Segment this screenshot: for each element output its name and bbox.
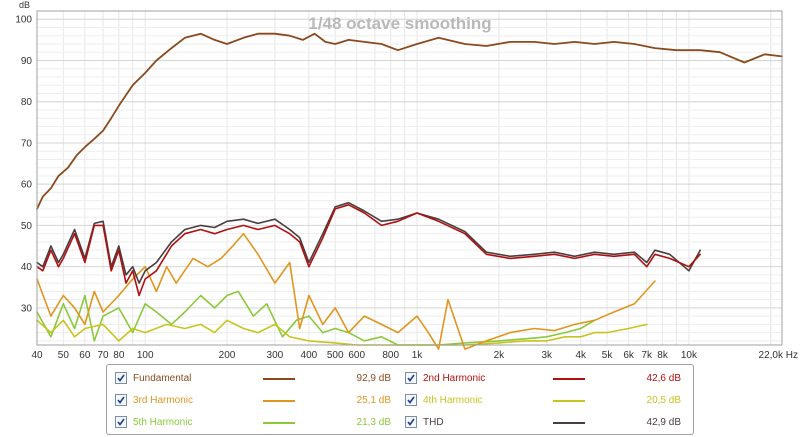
x-tick-label: 6k <box>623 350 635 361</box>
grid <box>37 11 782 345</box>
y-tick-labels: 30 40 50 60 70 80 90 100 <box>15 15 32 315</box>
legend-swatch <box>263 422 295 424</box>
x-tick-label: 600 <box>348 350 365 361</box>
y-tick-label: 80 <box>21 97 33 108</box>
x-tick-label: 50 <box>58 350 70 361</box>
2nd-harmonic-checkbox[interactable] <box>405 372 417 384</box>
legend-label: 4th Harmonic <box>423 395 483 406</box>
series-line-3rd-harmonic <box>36 232 656 350</box>
legend-value: 25,1 dB <box>356 395 391 406</box>
series-line-2nd-harmonic <box>36 204 701 297</box>
legend-value: 42,9 dB <box>646 417 681 428</box>
x-tick-label: 5k <box>602 350 614 361</box>
3rd-harmonic-checkbox[interactable] <box>115 394 127 406</box>
x-tick-label: 200 <box>219 350 236 361</box>
series-line-thd <box>36 201 701 284</box>
series-line-4th-harmonic <box>36 319 648 346</box>
legend-label: Fundamental <box>133 373 192 384</box>
x-tick-labels: 40 50 60 70 80 100 200 300 400 500 600 800 1k 2k 3k 4k 5… <box>31 350 798 361</box>
y-tick-label: 40 <box>21 262 33 273</box>
legend: Fundamental 92,9 dB 2nd Harmonic 42,6 dB… <box>106 364 694 435</box>
legend-label: 5th Harmonic <box>133 417 193 428</box>
x-tick-label: 500 <box>327 350 344 361</box>
legend-value: 21,3 dB <box>356 417 391 428</box>
y-tick-label: 100 <box>15 15 32 26</box>
x-tick-label: 4k <box>575 350 587 361</box>
4th-harmonic-checkbox[interactable] <box>405 394 417 406</box>
x-tick-label: 10k <box>681 350 698 361</box>
legend-value: 92,9 dB <box>356 373 391 384</box>
y-tick-label: 70 <box>21 138 33 149</box>
x-tick-label: 22,0k Hz <box>759 350 798 361</box>
legend-label: 2nd Harmonic <box>423 373 486 384</box>
x-tick-label: 300 <box>267 350 284 361</box>
series-line-5th-harmonic <box>36 290 596 346</box>
legend-swatch <box>553 422 585 424</box>
x-tick-label: 40 <box>31 350 43 361</box>
thd-checkbox[interactable] <box>405 416 417 428</box>
y-tick-label: 60 <box>21 180 33 191</box>
x-tick-label: 8k <box>657 350 669 361</box>
x-tick-label: 7k <box>642 350 654 361</box>
y-tick-label: 90 <box>21 56 33 67</box>
x-tick-label: 1k <box>412 350 424 361</box>
chart-title: 1/48 octave smoothing <box>308 14 491 33</box>
legend-label: THD <box>423 417 444 428</box>
legend-swatch <box>553 378 585 380</box>
y-tick-label: 50 <box>21 221 33 232</box>
x-tick-label: 70 <box>98 350 110 361</box>
x-tick-label: 3k <box>541 350 553 361</box>
x-tick-label: 100 <box>137 350 154 361</box>
x-tick-label: 80 <box>113 350 125 361</box>
x-tick-label: 60 <box>79 350 91 361</box>
legend-swatch <box>263 400 295 402</box>
legend-value: 20,5 dB <box>646 395 681 406</box>
legend-swatch <box>263 378 295 380</box>
legend-swatch <box>553 400 585 402</box>
legend-value: 42,6 dB <box>646 373 681 384</box>
y-axis-label: dB <box>19 0 30 10</box>
plot-frame <box>36 10 783 346</box>
fundamental-checkbox[interactable] <box>115 372 127 384</box>
5th-harmonic-checkbox[interactable] <box>115 416 127 428</box>
legend-label: 3rd Harmonic <box>133 395 194 406</box>
x-tick-label: 400 <box>301 350 318 361</box>
series-line-fundamental <box>36 32 783 210</box>
x-tick-label: 800 <box>382 350 399 361</box>
x-tick-label: 2k <box>494 350 506 361</box>
series-layer <box>36 32 783 350</box>
y-tick-label: 30 <box>21 303 33 314</box>
